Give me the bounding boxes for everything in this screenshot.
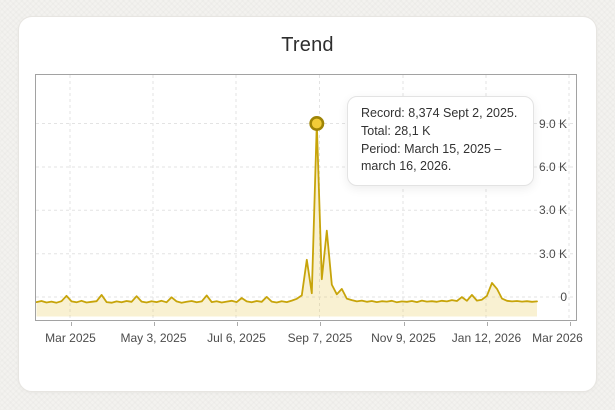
y-axis-label: 6.0 K (538, 160, 567, 174)
y-axis-label: 0 (560, 290, 567, 304)
tooltip-record: Record: 8,374 Sept 2, 2025. (361, 106, 518, 120)
x-axis-label: May 3, 2025 (120, 331, 187, 345)
x-axis-label: Nov 9, 2025 (371, 331, 436, 345)
x-axis: Mar 2025 May 3, 2025 Jul 6, 2025 Sep 7, 202… (35, 331, 583, 347)
x-axis-label: Sep 7, 2025 (287, 331, 353, 345)
x-axis-tick (70, 322, 72, 326)
peak-marker[interactable] (309, 115, 325, 131)
y-axis-label: 3.0 K (538, 246, 567, 261)
plot-area[interactable]: 9.0 K 6.0 K 3.0 K 3.0 K 0 Record: 8,374 Sept… (35, 74, 577, 321)
x-axis-ticks (35, 321, 578, 327)
chart-tooltip: Record: 8,374 Sept 2, 2025. Total: 28,1 … (347, 96, 534, 186)
x-axis-tick (236, 322, 238, 326)
x-axis-label: Jan 12, 2026 (451, 331, 522, 345)
tooltip-period: Period: March 15, 2025 – march 16, 2026. (361, 141, 502, 174)
chart-title: Trend (281, 34, 334, 56)
x-axis-tick (403, 322, 405, 326)
x-axis-label: Jul 6, 2025 (207, 331, 266, 345)
area-fill (36, 123, 537, 317)
x-axis-tick (153, 322, 155, 326)
y-axis-label: 3.0 K (538, 203, 567, 218)
y-axis-label: 9.0 K (538, 116, 567, 131)
x-axis-tick (486, 322, 488, 326)
trend-card: Trend 9.0 K 6.0 K 3.0 K 3.0 K 0 Record: 8,37… (18, 16, 597, 392)
x-axis-tick (569, 322, 571, 326)
x-axis-label: Mar 2025 (45, 331, 96, 345)
x-axis-tick (320, 322, 321, 326)
x-axis-label: Mar 2026 (532, 331, 583, 345)
tooltip-total: Total: 28,1 K (361, 123, 431, 138)
trend-line (36, 122, 538, 304)
trend-chart (36, 75, 576, 320)
